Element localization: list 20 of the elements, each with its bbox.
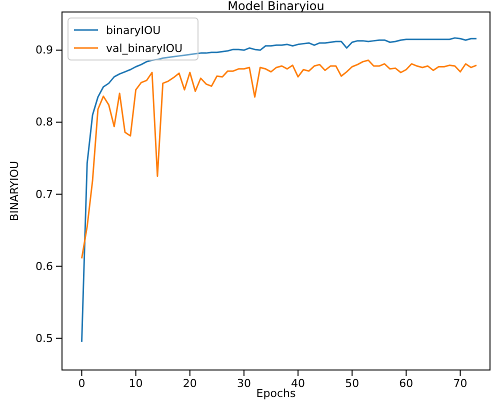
y-tick-label: 0.8 xyxy=(36,116,53,129)
y-tick-label: 0.5 xyxy=(36,332,53,345)
x-axis-title: Epochs xyxy=(256,387,296,400)
x-tick-label: 0 xyxy=(78,376,86,390)
legend-label: binaryIOU xyxy=(106,24,161,37)
x-tick-label: 20 xyxy=(182,376,197,390)
x-tick-label: 30 xyxy=(236,376,251,390)
y-tick-label: 0.9 xyxy=(36,44,53,57)
x-tick-label: 40 xyxy=(291,376,306,390)
x-tick-label: 10 xyxy=(128,376,143,390)
y-tick-label: 0.6 xyxy=(36,260,53,273)
line-series xyxy=(80,37,478,343)
x-tick-label: 70 xyxy=(453,376,468,390)
x-tick-label: 50 xyxy=(345,376,360,390)
x-tick-label: 60 xyxy=(399,376,414,390)
legend-label: val_binaryIOU xyxy=(106,42,183,55)
line-series xyxy=(80,60,478,260)
y-tick-label: 0.7 xyxy=(36,188,53,201)
chart-title: Model Binaryiou xyxy=(228,0,324,13)
y-axis-title: BINARYIOU xyxy=(8,160,21,222)
